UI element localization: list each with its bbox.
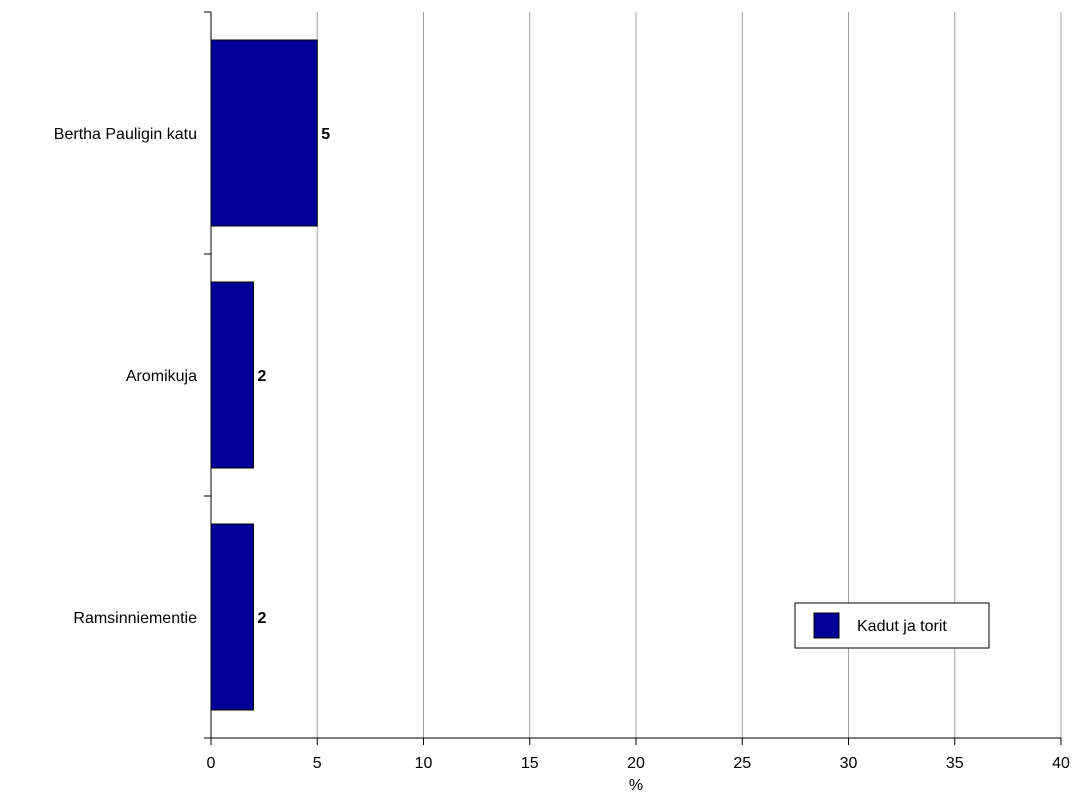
bar [210,523,254,711]
x-tick-label: 30 [840,755,858,772]
legend-label: Kadut ja torit [857,618,947,635]
category-label: Bertha Pauligin katu [54,126,197,143]
x-tick-label: 35 [946,755,964,772]
legend-swatch [813,612,840,639]
x-tick-label: 25 [733,755,751,772]
gridlines [316,12,1062,738]
data-label: 5 [321,126,330,143]
x-tick-label: 0 [207,755,216,772]
bar [210,281,254,469]
data-label: 2 [258,368,267,385]
bars [210,39,318,711]
x-axis-title: % [629,777,643,794]
data-label: 2 [258,610,267,627]
x-tick-label: 15 [521,755,539,772]
category-label: Ramsinniementie [73,610,197,627]
category-label: Aromikuja [126,368,197,385]
x-tick-labels: 0 5 10 15 20 25 30 35 40 [207,755,1070,772]
x-tick-label: 10 [415,755,433,772]
axes [204,11,1062,745]
data-labels: 5 2 2 [258,126,331,627]
x-tick-label: 40 [1052,755,1070,772]
category-labels: Bertha Pauligin katu Aromikuja Ramsinnieme… [54,126,197,627]
legend: Kadut ja torit [794,602,990,649]
bar [210,39,318,227]
x-tick-label: 20 [627,755,645,772]
x-tick-label: 5 [313,755,322,772]
